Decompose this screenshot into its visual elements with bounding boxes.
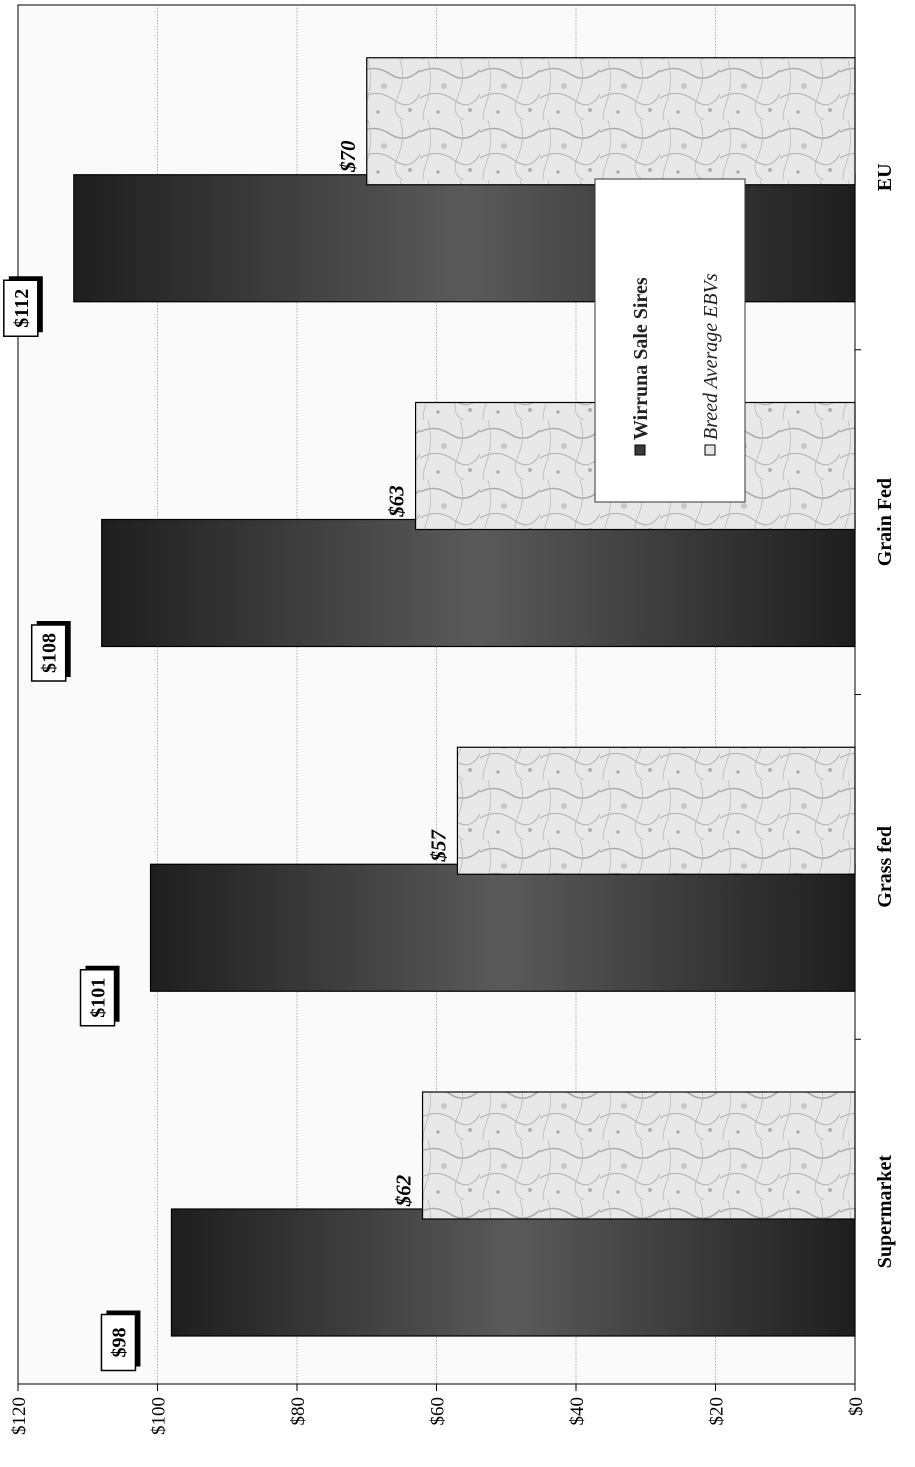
legend-swatch-breed-average	[704, 444, 716, 456]
bar-breed-average-ebvs	[366, 57, 856, 186]
bar-wirruna-sale-sires	[101, 518, 856, 648]
value-axis-tick-label: $40	[567, 1397, 588, 1426]
axes: $0 $20 $40 $60 $80 $100 $120 Supermarket Grass f…	[9, 5, 896, 1435]
value-axis-tick-label: $120	[9, 1397, 30, 1435]
data-label-breed-average: $57	[426, 829, 450, 863]
legend: Wirruna Sale Sires Breed Average EBVs	[594, 178, 746, 503]
data-label-box	[100, 1313, 137, 1372]
data-label-box	[3, 279, 39, 337]
data-label-wirruna: $101	[88, 978, 110, 1018]
category-label: Grass fed	[874, 826, 896, 908]
data-label-breed-average: $70	[336, 140, 360, 173]
data-label-box	[30, 624, 67, 682]
category-label: EU	[874, 163, 896, 191]
value-axis-tick-label: $60	[428, 1397, 449, 1426]
bar-wirruna-sale-sires	[170, 1208, 856, 1337]
bar-wirruna-sale-sires	[149, 863, 856, 992]
value-axis-tick-label: $20	[707, 1397, 728, 1426]
bar-breed-average-ebvs	[421, 1091, 856, 1220]
data-label-wirruna: $112	[11, 289, 33, 328]
legend-label-breed-average: Breed Average EBVs	[700, 273, 722, 440]
value-axis-tick-label: $0	[846, 1397, 867, 1416]
data-label-wirruna: $108	[39, 633, 61, 673]
data-label-breed-average: $62	[392, 1174, 416, 1207]
category-label: Grain Fed	[874, 478, 896, 566]
legend-box	[594, 178, 746, 503]
value-axis-tick-label: $100	[149, 1397, 170, 1435]
legend-swatch-wirruna	[634, 444, 646, 456]
value-axis-tick-label: $80	[288, 1397, 309, 1426]
category-label: Supermarket	[874, 1155, 896, 1269]
legend-label-wirruna: Wirruna Sale Sires	[630, 277, 652, 440]
data-label-wirruna: $98	[108, 1328, 130, 1358]
value-labels: $98 $62 $101 $57 $108 $63 $112 $70	[3, 140, 450, 1372]
data-label-box	[79, 969, 116, 1027]
bar-breed-average-ebvs	[456, 746, 856, 875]
data-label-breed-average: $63	[385, 485, 409, 518]
